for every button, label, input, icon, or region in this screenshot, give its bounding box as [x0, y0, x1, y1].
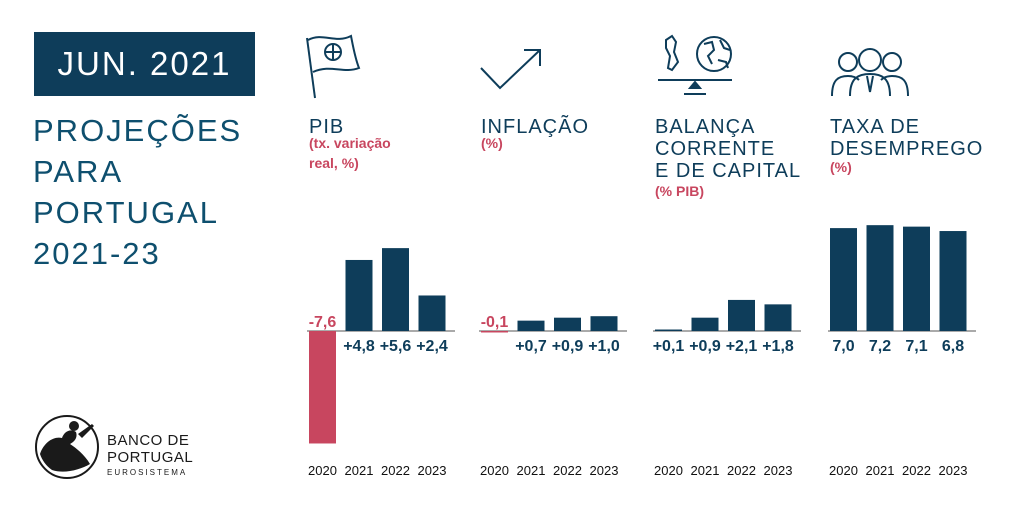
- bar: [728, 299, 755, 331]
- bar: [590, 316, 618, 331]
- bank-logo-icon: [35, 415, 99, 479]
- bar: [903, 226, 930, 331]
- year-tick-label: 2021: [691, 463, 720, 478]
- headline-line: PARA: [33, 154, 124, 189]
- data-label: +0,1: [653, 338, 685, 355]
- bar: [691, 317, 719, 331]
- year-tick-label: 2023: [764, 463, 793, 478]
- bar: [866, 225, 894, 331]
- chart-title-line: PIB: [309, 116, 345, 138]
- unemployment-title: TAXA DE DESEMPREGO: [830, 116, 983, 160]
- bar: [517, 320, 545, 331]
- bar: [764, 304, 792, 331]
- headline-line: 2021-23: [33, 236, 161, 271]
- flag-icon: [306, 34, 361, 99]
- balance-subtitle: (% PIB): [655, 181, 704, 201]
- year-tick-label: 2021: [866, 463, 895, 478]
- data-label: 7,2: [869, 338, 891, 355]
- chart-subtitle-line: (%): [830, 159, 852, 175]
- chart-title-line: TAXA DE: [830, 116, 920, 138]
- year-tick-label: 2023: [590, 463, 619, 478]
- logo-name-line: PORTUGAL: [107, 449, 194, 466]
- logo-subtitle: EUROSISTEMA: [107, 468, 188, 477]
- year-tick-label: 2023: [418, 463, 447, 478]
- year-tick-label: 2023: [939, 463, 968, 478]
- data-label: +0,7: [515, 338, 547, 355]
- bar: [655, 329, 682, 331]
- gdp-title: PIB: [309, 116, 344, 138]
- data-label: +0,9: [552, 338, 584, 355]
- bar: [345, 259, 373, 331]
- chart-title-line: BALANÇA: [655, 116, 756, 138]
- chart-subtitle-line: (tx. variação: [309, 135, 391, 151]
- data-label: 6,8: [942, 338, 964, 355]
- bar: [830, 228, 857, 331]
- chart-title-line: INFLAÇÃO: [481, 116, 590, 138]
- data-label: +1,0: [588, 338, 620, 355]
- chart-title-line: E DE CAPITAL: [655, 160, 802, 182]
- projection-date: JUN. 2021: [34, 32, 255, 96]
- data-label: +2,1: [726, 338, 758, 355]
- year-tick-label: 2020: [308, 463, 337, 478]
- data-label: +0,9: [689, 338, 721, 355]
- data-label: 7,0: [832, 338, 854, 355]
- inflation-subtitle: (%): [481, 133, 503, 153]
- data-label: +5,6: [380, 338, 412, 355]
- data-label: -0,1: [481, 314, 509, 331]
- year-tick-label: 2022: [727, 463, 756, 478]
- bar: [418, 295, 446, 331]
- data-label: -7,6: [309, 314, 337, 331]
- data-label: +1,8: [762, 338, 794, 355]
- bar: [309, 331, 336, 444]
- people-group-icon: [831, 48, 909, 97]
- unemployment-subtitle: (%): [830, 157, 852, 177]
- balance-title: BALANÇA CORRENTE E DE CAPITAL: [655, 116, 801, 182]
- bar: [481, 331, 508, 333]
- chart-subtitle-line: (%): [481, 135, 503, 151]
- bar: [382, 248, 409, 331]
- year-tick-label: 2020: [654, 463, 683, 478]
- headline-line: PROJEÇÕES: [33, 113, 243, 148]
- trend-up-arrow-icon: [480, 49, 541, 90]
- data-label: 7,1: [905, 338, 927, 355]
- inflation-title: INFLAÇÃO: [481, 116, 589, 138]
- year-tick-label: 2020: [480, 463, 509, 478]
- logo-name-line: BANCO DE: [107, 432, 190, 449]
- headline-title: PROJEÇÕES PARA PORTUGAL 2021-23: [33, 110, 242, 274]
- year-tick-label: 2022: [553, 463, 582, 478]
- year-tick-label: 2021: [345, 463, 374, 478]
- chart-title-line: CORRENTE: [655, 138, 776, 160]
- year-tick-label: 2020: [829, 463, 858, 478]
- data-label: +4,8: [343, 338, 375, 355]
- balance-globe-icon: [658, 34, 732, 95]
- chart-subtitle-line: (% PIB): [655, 183, 704, 199]
- chart-title-line: DESEMPREGO: [830, 138, 984, 160]
- bar: [554, 317, 581, 331]
- bar: [939, 231, 967, 331]
- year-tick-label: 2022: [381, 463, 410, 478]
- year-tick-label: 2021: [517, 463, 546, 478]
- data-label: +2,4: [416, 338, 448, 355]
- gdp-subtitle: (tx. variação real, %): [309, 133, 391, 173]
- headline-line: PORTUGAL: [33, 195, 219, 230]
- year-tick-label: 2022: [902, 463, 931, 478]
- bank-logo-text: BANCO DE PORTUGAL EUROSISTEMA: [107, 432, 193, 477]
- chart-subtitle-line: real, %): [309, 155, 359, 171]
